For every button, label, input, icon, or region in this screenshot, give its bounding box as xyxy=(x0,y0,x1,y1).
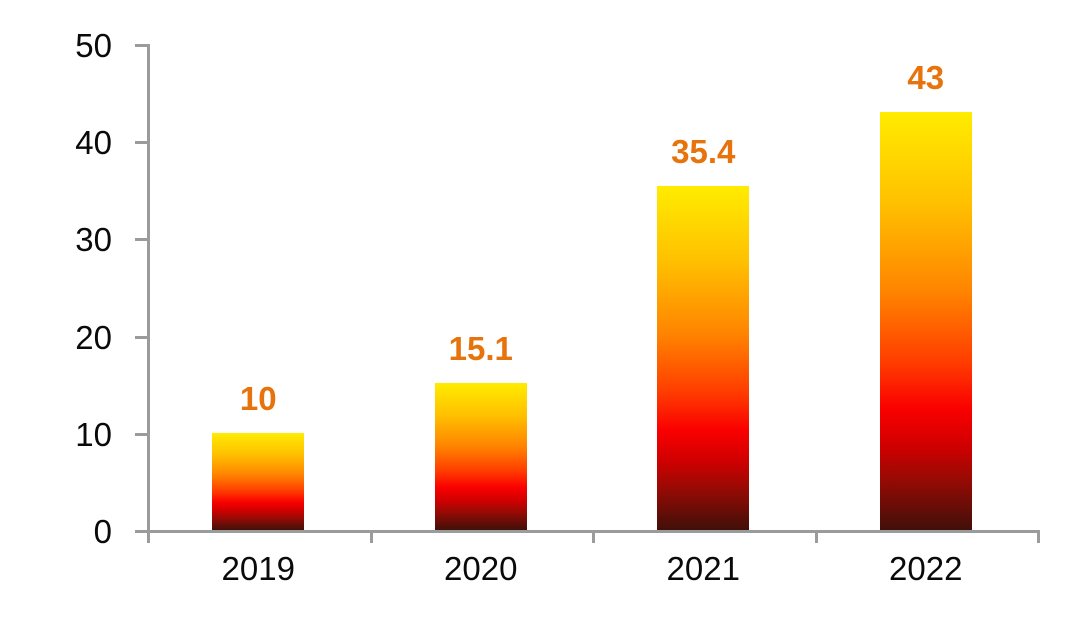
y-tick xyxy=(135,238,147,242)
data-label-2021: 35.4 xyxy=(671,132,736,170)
y-tick xyxy=(135,44,147,47)
category-label-2020: 2020 xyxy=(444,550,518,587)
y-tick xyxy=(135,335,147,339)
y-tick xyxy=(135,432,147,436)
x-tick xyxy=(814,533,818,543)
y-tick xyxy=(135,530,147,533)
category-label-2021: 2021 xyxy=(666,550,740,587)
y-axis-line xyxy=(147,44,150,543)
y-tick xyxy=(135,141,147,145)
x-tick xyxy=(592,533,595,543)
bar-2020 xyxy=(434,383,527,530)
y-tick-label: 50 xyxy=(75,27,112,64)
x-axis-line xyxy=(147,530,1040,533)
data-label-2020: 15.1 xyxy=(448,330,513,368)
y-tick-label: 20 xyxy=(75,318,112,356)
data-label-2022: 43 xyxy=(907,59,945,97)
category-label-2022: 2022 xyxy=(889,550,963,587)
bar-2019 xyxy=(212,432,305,530)
category-label-2019: 2019 xyxy=(221,550,295,587)
x-tick xyxy=(369,533,373,543)
y-tick-label: 0 xyxy=(93,513,112,550)
y-tick-label: 10 xyxy=(75,415,112,453)
y-tick-label: 40 xyxy=(75,124,112,162)
data-label-2019: 10 xyxy=(239,379,277,417)
x-tick xyxy=(1037,533,1040,543)
bar-2022 xyxy=(879,112,972,530)
bar-2021 xyxy=(657,185,750,530)
y-tick-label: 30 xyxy=(75,221,112,259)
